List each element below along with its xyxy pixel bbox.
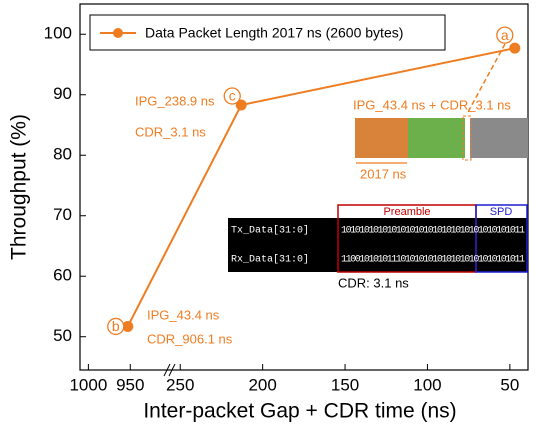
data-line [128, 48, 515, 326]
annotation: IPG_43.4 ns + CDR_3.1 ns [353, 97, 511, 112]
row-label: Tx_Data[31:0] [231, 225, 309, 237]
legend-marker [113, 28, 123, 38]
y-tick-label: 90 [53, 84, 72, 103]
x-tick-label: 950 [116, 375, 144, 394]
annotation: IPG_238.9 ns [135, 93, 215, 108]
waveform-packet [470, 118, 528, 158]
x-tick-label: 250 [166, 375, 194, 394]
x-tick-label: 1000 [69, 375, 107, 394]
y-tick-label: 80 [53, 145, 72, 164]
x-axis-title: Inter-packet Gap + CDR time (ns) [143, 400, 456, 423]
spd-label: SPD [490, 206, 513, 218]
inset-caption: CDR: 3.1 ns [338, 275, 409, 290]
y-axis-title: Throughput (%) [8, 114, 31, 260]
waveform-packet [408, 118, 465, 158]
annotation: IPG_43.4 ns [147, 307, 220, 322]
annotation: 2017 ns [360, 166, 407, 181]
chart: Throughput (%) Inter-packet Gap + CDR ti… [0, 0, 540, 430]
bit-string: 1100101010111010101010101010101010101011 [341, 255, 525, 266]
point-label: b [112, 318, 120, 334]
legend-label: Data Packet Length 2017 ns (2600 bytes) [145, 25, 403, 41]
x-tick-label: 150 [331, 375, 359, 394]
y-tick-label: 50 [53, 326, 72, 345]
y-tick-label: 60 [53, 266, 72, 285]
point-label: a [501, 27, 509, 43]
x-tick-label: 200 [248, 375, 276, 394]
data-point [509, 43, 520, 54]
y-tick-label: 70 [53, 205, 72, 224]
point-label: c [229, 88, 236, 104]
row-label: Rx_Data[31:0] [231, 254, 309, 266]
preamble-label: Preamble [383, 206, 430, 218]
bit-string: 1010101010101010101010101010101010101011 [341, 226, 525, 237]
x-tick-label: 50 [500, 375, 519, 394]
x-tick-label: 100 [413, 375, 441, 394]
y-tick-label: 100 [44, 24, 72, 43]
annotation: CDR_906.1 ns [147, 331, 233, 346]
annotation: CDR_3.1 ns [135, 124, 206, 139]
waveform-packet [355, 118, 408, 158]
